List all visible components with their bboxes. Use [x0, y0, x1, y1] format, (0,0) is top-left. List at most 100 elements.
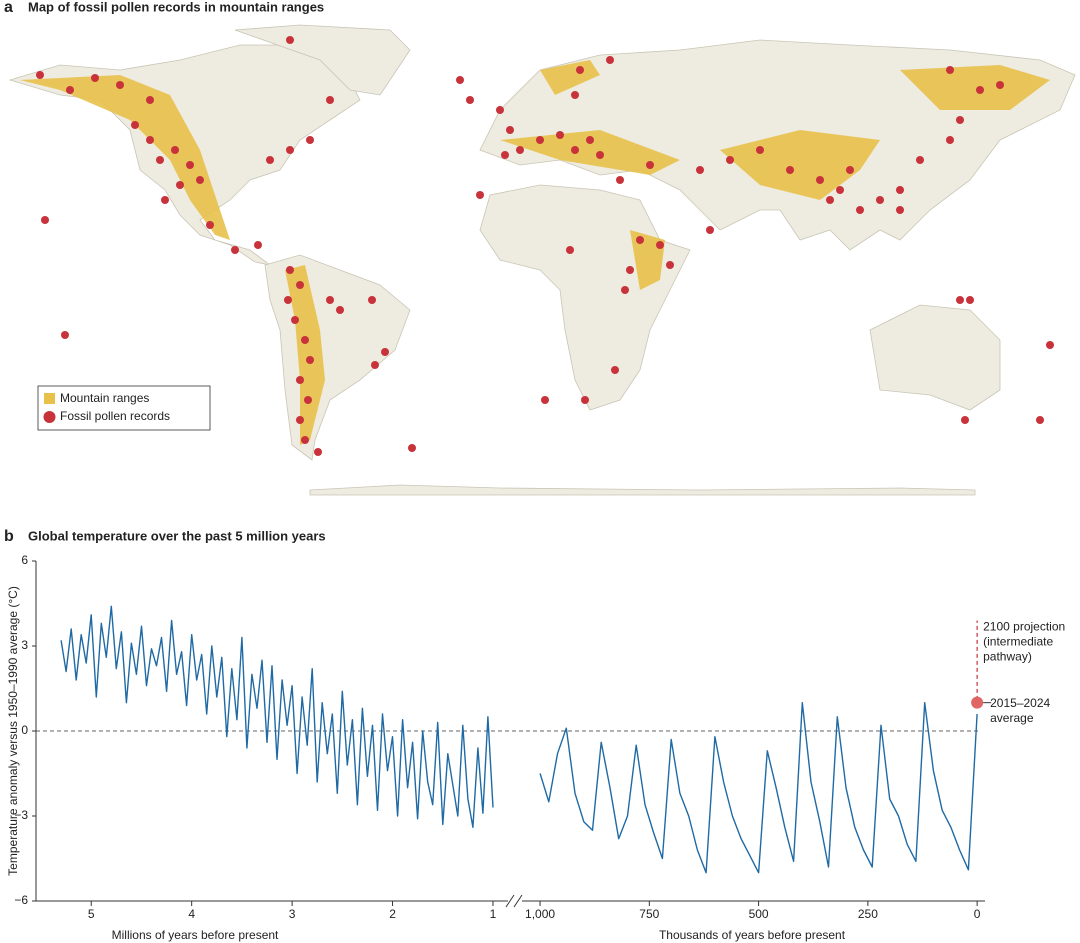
legend-label: Fossil pollen records — [60, 409, 170, 423]
map-dot — [846, 166, 854, 174]
map-dot — [368, 296, 376, 304]
map-dot — [541, 396, 549, 404]
map-dot — [91, 74, 99, 82]
map-dot — [496, 106, 504, 114]
map-dot — [371, 361, 379, 369]
map-legend: Mountain ranges Fossil pollen records — [37, 385, 211, 431]
mountain-range — [285, 265, 325, 445]
mountain-range — [500, 130, 680, 175]
map-dot — [536, 136, 544, 144]
x-tick-label: 1 — [490, 907, 497, 921]
annotation: 2015–2024 — [990, 696, 1050, 710]
map-dot — [576, 66, 584, 74]
map-dot — [61, 331, 69, 339]
map-dot — [36, 71, 44, 79]
map-dot — [611, 366, 619, 374]
map-dot — [636, 236, 644, 244]
map-dot — [284, 296, 292, 304]
y-tick-label: 0 — [21, 723, 28, 737]
antarctica — [309, 484, 976, 496]
map-dot — [961, 416, 969, 424]
map-dot — [956, 296, 964, 304]
map-dot — [556, 131, 564, 139]
map-dot — [896, 186, 904, 194]
map-dot — [301, 436, 309, 444]
map-dot — [286, 146, 294, 154]
map-dot — [456, 76, 464, 84]
map-dot — [476, 191, 484, 199]
map-dot — [656, 241, 664, 249]
annotation: (intermediate — [983, 635, 1053, 649]
map-dot — [131, 121, 139, 129]
map-dot — [206, 221, 214, 229]
x-tick-label: 0 — [974, 907, 981, 921]
map-dot — [616, 176, 624, 184]
map-dot — [1036, 416, 1044, 424]
map-dot — [408, 444, 416, 452]
map-dot — [266, 156, 274, 164]
mountain-range — [900, 65, 1050, 110]
y-axis-label: Temperature anomaly versus 1950–1990 ave… — [6, 586, 20, 876]
australia — [869, 304, 1001, 411]
map-dot — [571, 91, 579, 99]
annotation: average — [990, 711, 1034, 725]
map-dot — [186, 161, 194, 169]
map-dot — [171, 146, 179, 154]
legend-label: Mountain ranges — [60, 391, 149, 405]
recent-point — [971, 696, 984, 709]
map-dot — [146, 96, 154, 104]
annotation: pathway) — [983, 650, 1032, 664]
map-dot — [286, 36, 294, 44]
map-dot — [586, 136, 594, 144]
map-dot — [196, 176, 204, 184]
legend-swatch — [44, 393, 55, 404]
map-dot — [306, 356, 314, 364]
x-tick-label: 4 — [188, 907, 195, 921]
map-dot — [916, 156, 924, 164]
map-dot — [381, 348, 389, 356]
map-dot — [1046, 341, 1054, 349]
map-dot — [816, 176, 824, 184]
map-dot — [254, 241, 262, 249]
x-tick-label: 1,000 — [525, 907, 555, 921]
map-dot — [666, 261, 674, 269]
axis-break — [505, 894, 523, 908]
map-dot — [466, 96, 474, 104]
map-dot — [946, 66, 954, 74]
map-dot — [596, 151, 604, 159]
x-tick-label: 2 — [389, 907, 396, 921]
map-dot — [581, 396, 589, 404]
map-dot — [516, 146, 524, 154]
mountain-range — [20, 75, 230, 240]
map-dot — [966, 296, 974, 304]
map-dot — [606, 56, 614, 64]
map-dot — [566, 246, 574, 254]
chart-title: Global temperature over the past 5 milli… — [28, 528, 326, 543]
map-dot — [856, 206, 864, 214]
panel-label: a — [4, 0, 13, 16]
map-dot — [501, 151, 509, 159]
map-dot — [66, 86, 74, 94]
map-dot — [41, 216, 49, 224]
series-line — [539, 702, 978, 874]
map-dot — [756, 146, 764, 154]
map-dot — [946, 136, 954, 144]
map-dot — [326, 296, 334, 304]
map-title: Map of fossil pollen records in mountain… — [28, 0, 324, 14]
map-dot — [301, 336, 309, 344]
map-dot — [296, 416, 304, 424]
map-dot — [306, 136, 314, 144]
map-dot — [706, 226, 714, 234]
mountain-range — [540, 60, 600, 95]
map-dot — [286, 266, 294, 274]
map-dot — [996, 81, 1004, 89]
y-tick-label: −6 — [14, 893, 28, 907]
map-dot — [176, 181, 184, 189]
map-dot — [621, 286, 629, 294]
y-tick-label: 3 — [21, 638, 28, 652]
annotation: 2100 projection — [983, 620, 1065, 634]
legend-swatch — [43, 411, 56, 423]
legend-box — [37, 385, 211, 431]
greenland — [234, 24, 411, 96]
